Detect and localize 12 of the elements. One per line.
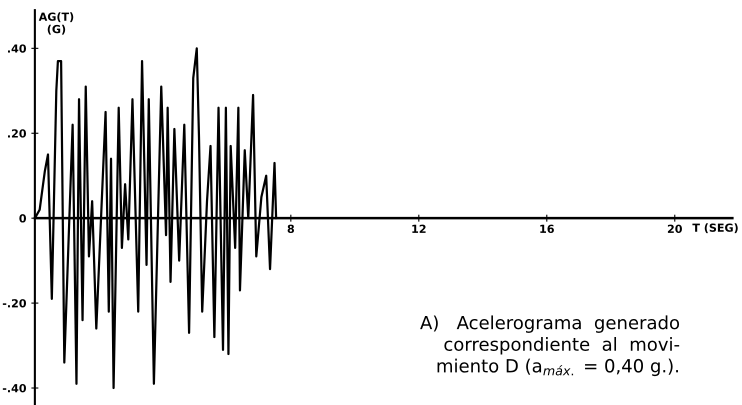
y-tick-label: -.40 — [2, 384, 26, 392]
x-tick-label: 8 — [288, 224, 294, 234]
x-axis-title: T (SEG) — [692, 223, 738, 234]
x-tick-label: 20 — [668, 224, 682, 234]
y-tick-label: .20 — [8, 129, 26, 138]
y-axis-title: AG(T) (G) — [38, 12, 74, 35]
y-tick-label: 0 — [19, 214, 26, 223]
x-tick-label: 16 — [540, 224, 554, 234]
annotation: A) Acelerograma generado correspondiente al movi- miento D (a$_{máx.}$ = 0,40 g.). — [420, 315, 680, 376]
y-tick-label: -.20 — [2, 299, 26, 308]
x-tick-label: 12 — [412, 224, 426, 233]
y-tick-label: .40 — [8, 44, 26, 53]
